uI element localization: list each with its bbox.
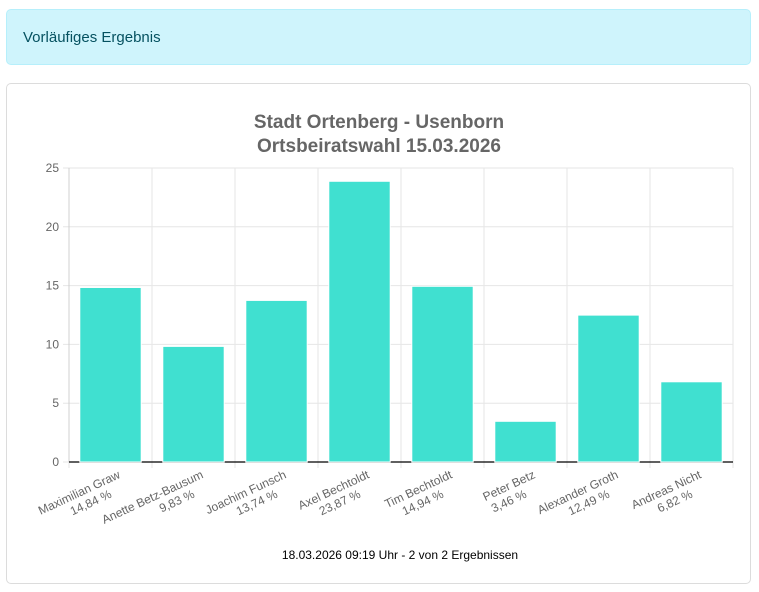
bar[interactable] [79, 286, 142, 463]
y-tick-label: 15 [46, 279, 60, 293]
bar[interactable] [660, 381, 723, 463]
bar[interactable] [494, 420, 557, 463]
chart-footer: 18.03.2026 09:19 Uhr - 2 von 2 Ergebniss… [282, 548, 518, 562]
bar[interactable] [328, 180, 391, 463]
y-tick-label: 20 [46, 220, 60, 234]
y-tick-label: 0 [52, 455, 59, 469]
status-alert: Vorläufiges Ergebnis [6, 9, 751, 65]
chart-title-line: Stadt Ortenberg - Usenborn [254, 112, 504, 133]
y-tick-label: 5 [52, 396, 59, 410]
bar[interactable] [411, 285, 474, 463]
bar[interactable] [577, 314, 640, 463]
bar[interactable] [162, 345, 225, 463]
y-tick-label: 10 [46, 337, 60, 351]
y-tick-label: 25 [46, 161, 60, 175]
bar[interactable] [245, 299, 308, 463]
alert-text: Vorläufiges Ergebnis [23, 28, 161, 46]
chart-title-line: Ortsbeiratswahl 15.03.2026 [257, 136, 501, 157]
